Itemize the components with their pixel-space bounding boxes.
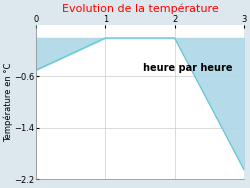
Text: heure par heure: heure par heure xyxy=(144,63,233,73)
Y-axis label: Température en °C: Température en °C xyxy=(4,62,13,142)
Title: Evolution de la température: Evolution de la température xyxy=(62,3,218,14)
